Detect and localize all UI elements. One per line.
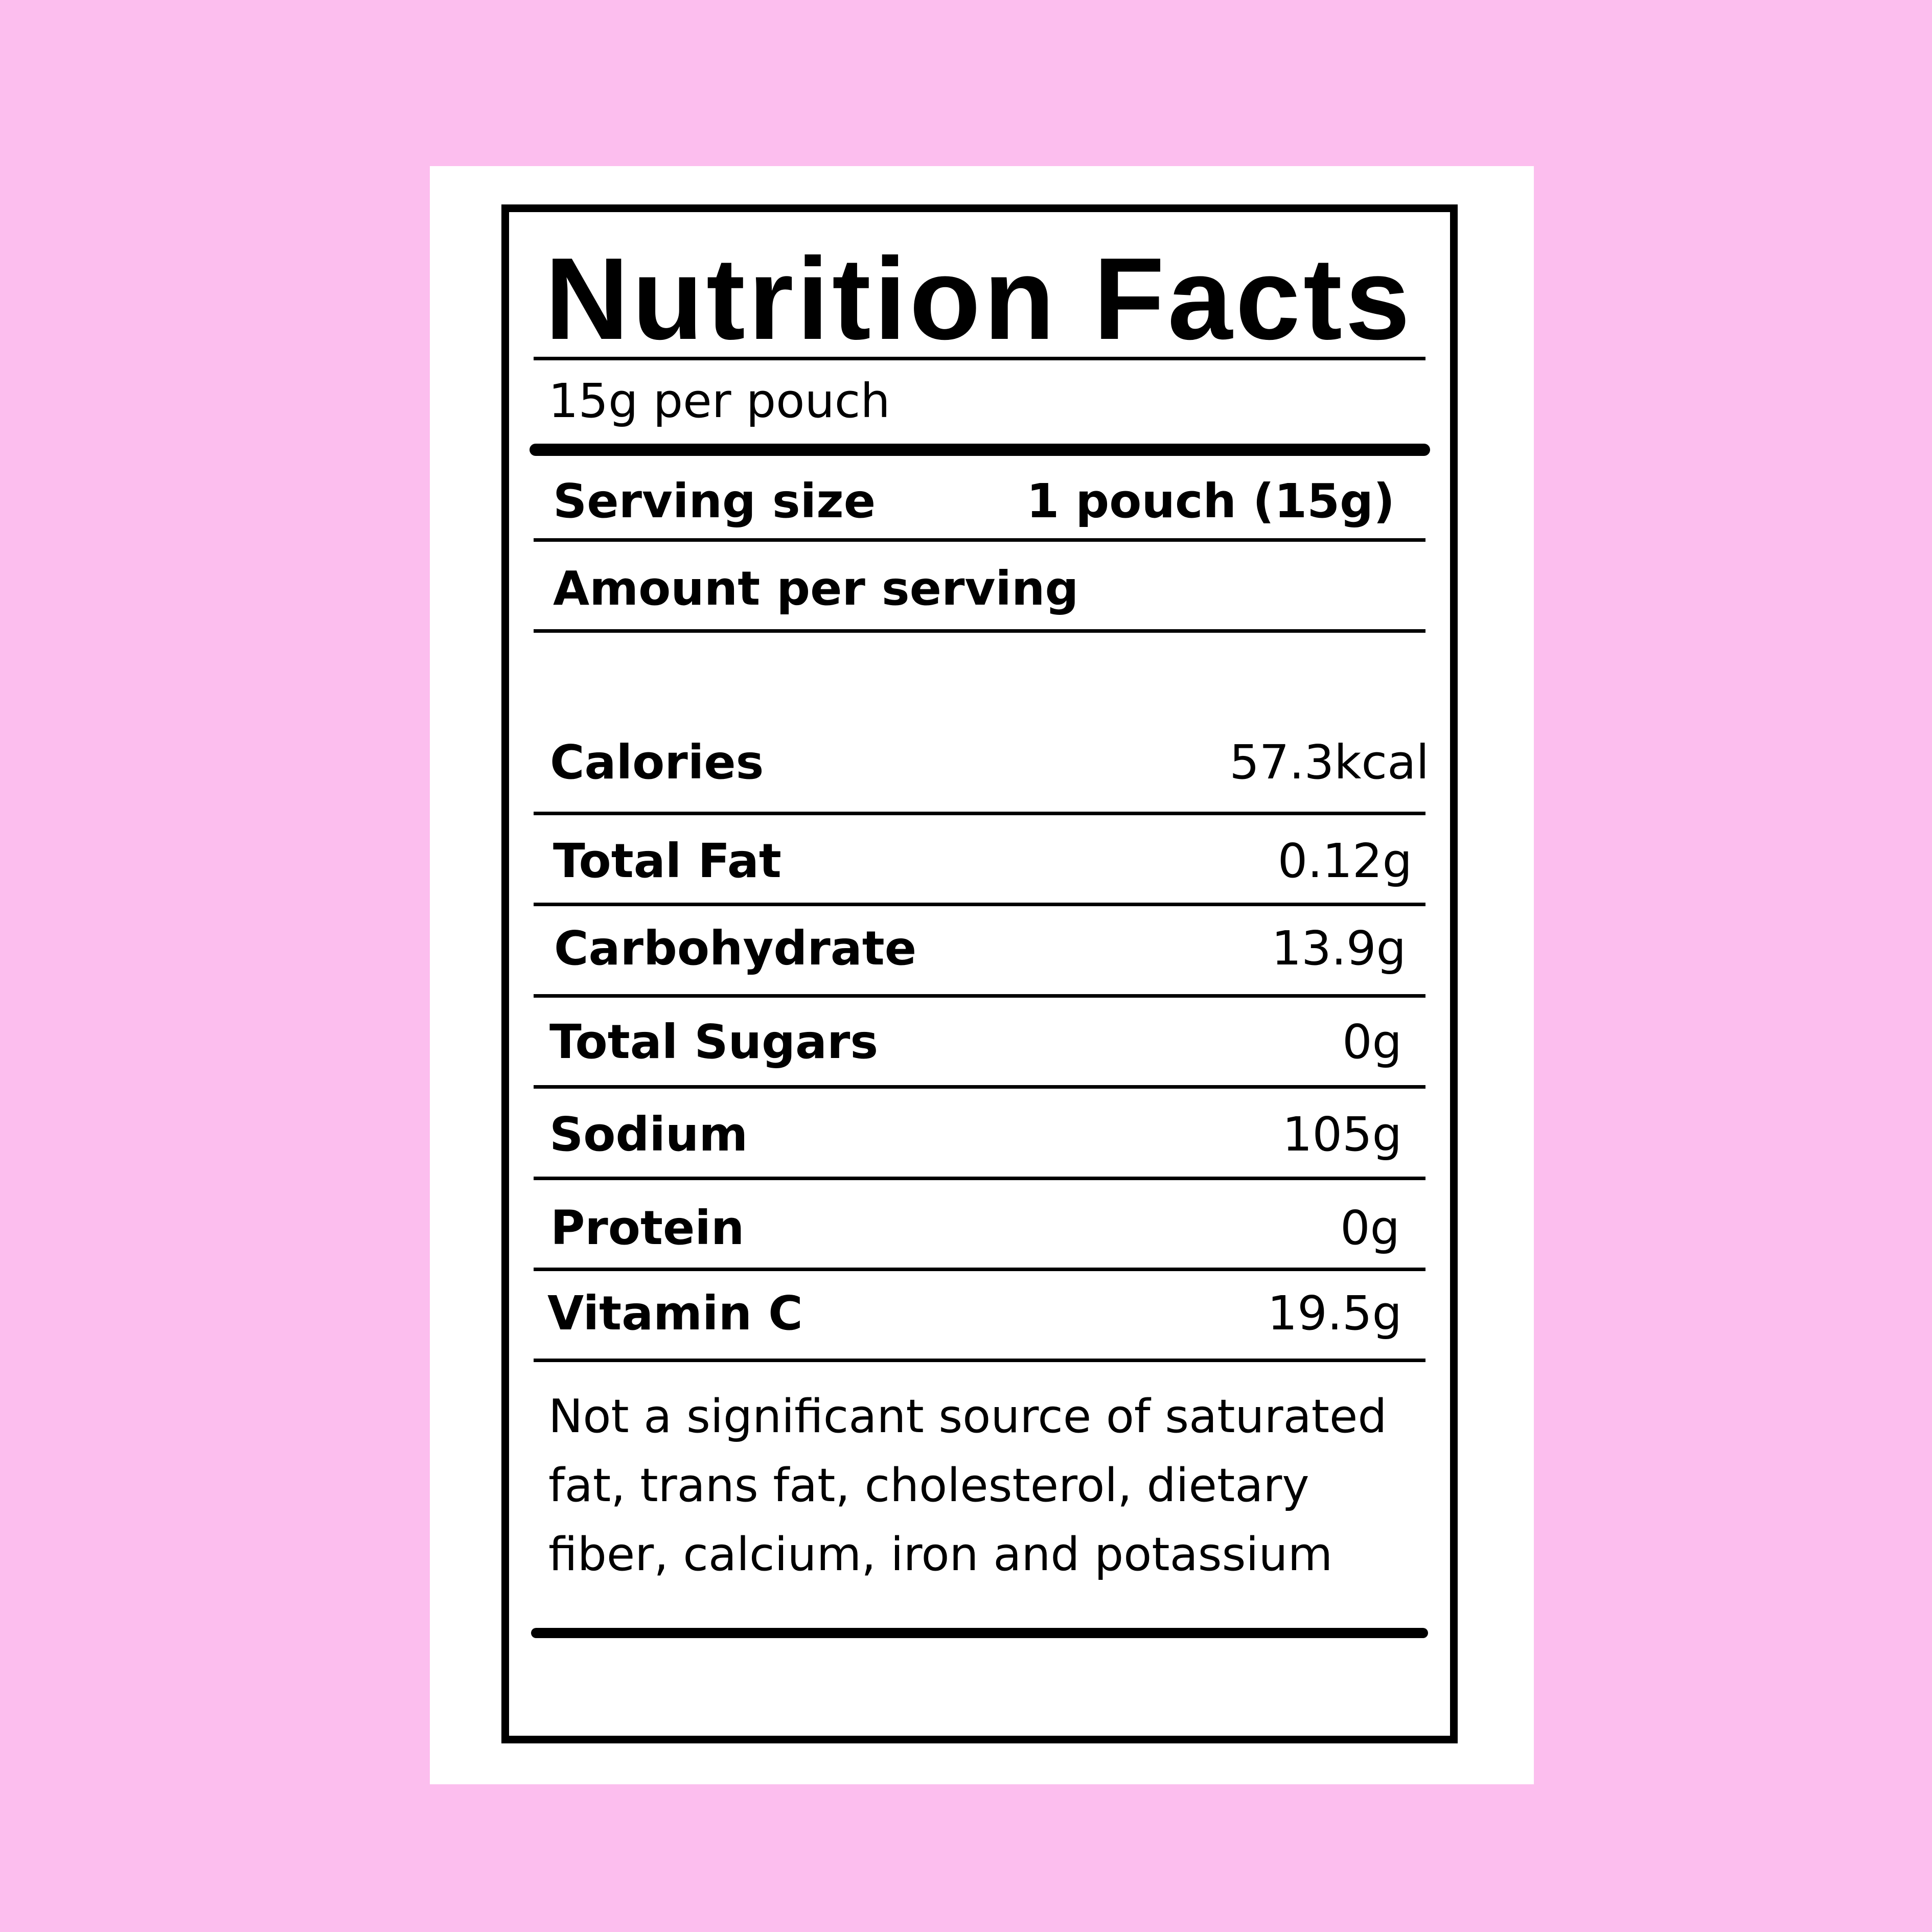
nutrient-value-protein: 0g [1340,1201,1400,1255]
footnote-line: fat, trans fat, cholesterol, dietary [548,1459,1309,1512]
footnote-line: fiber, calcium, iron and potassium [548,1528,1333,1581]
divider [534,1177,1425,1180]
divider [534,994,1425,998]
footnote-line: Not a significant source of saturated [548,1390,1387,1443]
divider [534,812,1425,815]
nutrient-name-total-fat: Total Fat [553,834,781,888]
nutrient-name-protein: Protein [550,1201,745,1255]
divider [534,1085,1425,1089]
divider [534,629,1425,633]
divider [534,1359,1425,1362]
nutrient-value-sodium: 105g [1282,1107,1402,1162]
nutrient-name-sodium: Sodium [549,1107,748,1162]
nutrient-name-total-sugars: Total Sugars [549,1015,879,1069]
nutrient-value-carbohydrate: 13.9g [1271,921,1406,976]
nutrient-name-calories: Calories [550,735,764,790]
divider [534,903,1425,906]
amount-per-serving: Amount per serving [553,561,1079,616]
footnote: Not a significant source of saturated fa… [548,1382,1428,1589]
bottom-thick-divider [531,1628,1428,1638]
nutrient-value-vitamin-c: 19.5g [1267,1286,1402,1341]
serving-size-label: Serving size [553,474,876,528]
serving-size-value: 1 pouch (15g) [1026,474,1395,528]
nutrient-name-vitamin-c: Vitamin C [547,1286,803,1341]
thick-divider [530,444,1430,456]
nutrient-value-total-sugars: 0g [1342,1015,1402,1069]
nutrient-name-carbohydrate: Carbohydrate [554,921,917,976]
divider [534,1268,1425,1271]
subtitle: 15g per pouch [548,374,890,428]
label-border [501,204,1458,1743]
nutrient-value-calories: 57.3kcal [1229,735,1429,790]
label-title: Nutrition Facts [545,234,1413,364]
label-card [430,166,1534,1784]
divider [534,357,1425,360]
divider [534,538,1425,542]
nutrient-value-total-fat: 0.12g [1277,834,1412,888]
